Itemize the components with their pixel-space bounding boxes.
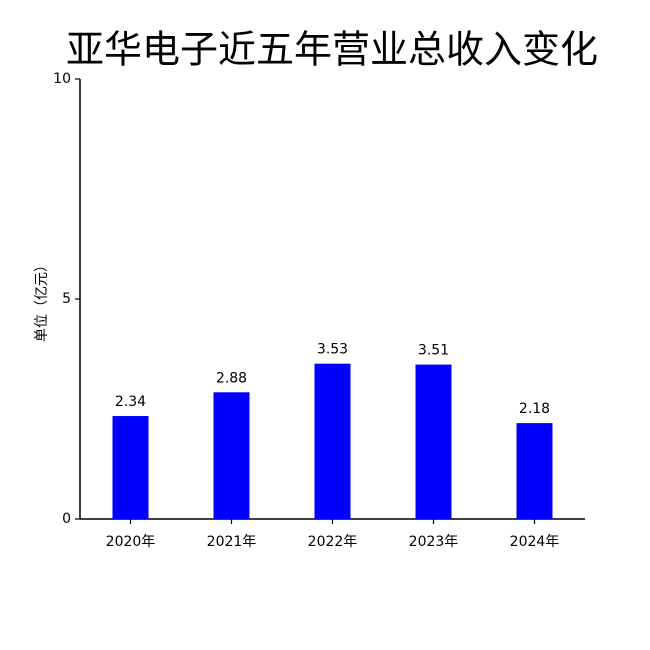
x-tick-label: 2024年: [510, 534, 560, 550]
value-label: 2.34: [115, 394, 146, 410]
value-label: 2.18: [519, 401, 550, 417]
y-tick-label: 0: [62, 511, 71, 527]
bar: [314, 363, 351, 519]
value-label: 3.51: [418, 343, 449, 359]
bar: [415, 364, 452, 519]
x-tick-label: 2021年: [207, 534, 257, 550]
bar: [213, 392, 250, 519]
value-label: 2.88: [216, 370, 247, 386]
y-axis-label: 单位（亿元）: [34, 258, 50, 342]
y-tick-label: 5: [62, 291, 71, 307]
bar: [112, 416, 149, 519]
value-label: 3.53: [317, 342, 348, 358]
x-tick-label: 2020年: [106, 534, 156, 550]
y-tick-label: 10: [53, 71, 71, 87]
x-tick-label: 2022年: [308, 534, 358, 550]
bar: [516, 423, 553, 519]
chart-title: 亚华电子近五年营业总收入变化: [66, 28, 598, 72]
x-tick-label: 2023年: [409, 534, 459, 550]
